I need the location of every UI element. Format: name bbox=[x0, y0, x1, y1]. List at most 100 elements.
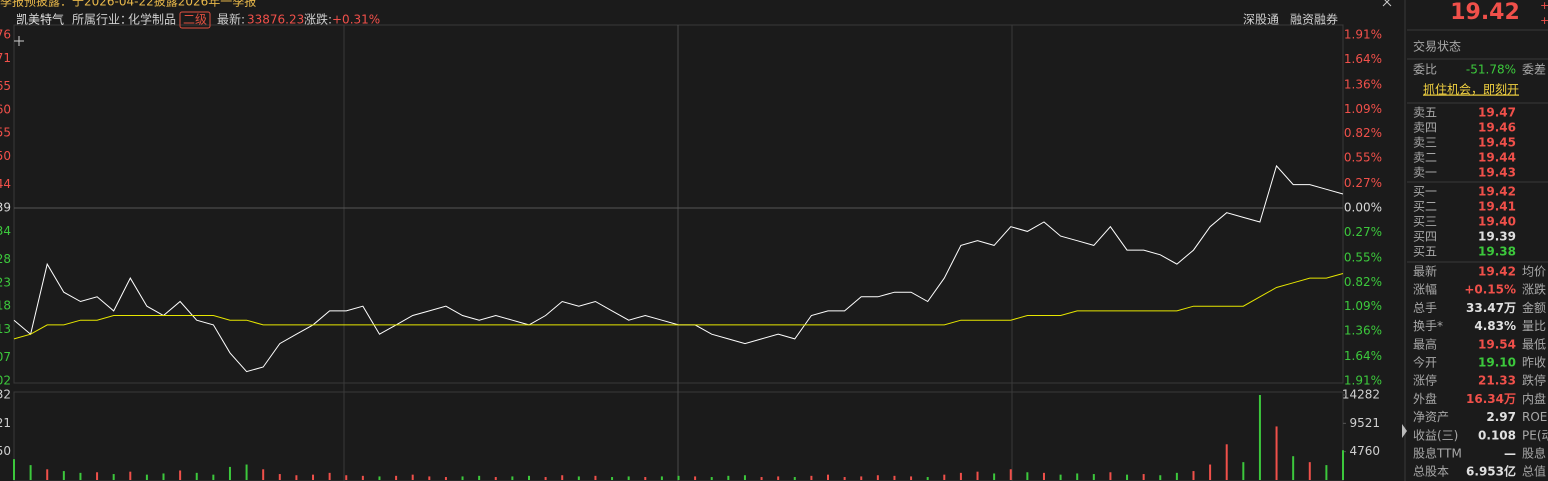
stat-value: — bbox=[1504, 447, 1516, 461]
stat-label2: 涨跌 bbox=[1522, 282, 1546, 297]
collapse-arrow[interactable] bbox=[1402, 424, 1407, 438]
y-tick-label: 55 bbox=[0, 126, 11, 140]
stat-value: 16.34万 bbox=[1466, 392, 1516, 406]
book-price: 19.42 bbox=[1478, 185, 1516, 199]
stat-label: 净资产 bbox=[1413, 410, 1449, 424]
book-label: 卖四 bbox=[1413, 121, 1437, 135]
y-tick-label: 76 bbox=[0, 28, 11, 42]
stat-label2: 均价 bbox=[1522, 265, 1546, 279]
y2-tick-label: 1.91% bbox=[1344, 374, 1382, 388]
y-tick-label: 07 bbox=[0, 350, 11, 364]
weibi: -51.78% bbox=[1466, 63, 1516, 77]
book-price: 19.41 bbox=[1478, 200, 1516, 214]
book-label: 卖五 bbox=[1413, 106, 1437, 120]
status: 交易状态 bbox=[1413, 39, 1461, 54]
book-price: 19.43 bbox=[1478, 166, 1516, 180]
y-tick-label: 18 bbox=[0, 299, 11, 313]
price-side: + bbox=[1540, 14, 1548, 27]
book-price: 19.40 bbox=[1478, 215, 1516, 229]
link[interactable]: 深股通 bbox=[1243, 13, 1279, 27]
stat-label2: 量比 bbox=[1522, 319, 1546, 333]
book-label: 买五 bbox=[1413, 245, 1437, 259]
volume-left-label: 21 bbox=[0, 416, 11, 430]
weicha-label: 委差 bbox=[1522, 63, 1546, 77]
stat-label2: 昨收 bbox=[1522, 356, 1546, 370]
link[interactable]: 融资融券 bbox=[1290, 12, 1338, 27]
stock-name: 凯美特气 bbox=[16, 12, 64, 27]
book-label: 买三 bbox=[1413, 215, 1437, 229]
book-label: 买二 bbox=[1413, 200, 1437, 214]
change-value: +0.31% bbox=[332, 13, 380, 27]
level: 二级 bbox=[183, 13, 207, 27]
y-tick-label: 44 bbox=[0, 177, 11, 191]
book-price: 19.44 bbox=[1478, 151, 1516, 165]
stat-label: 涨幅 bbox=[1413, 282, 1437, 297]
y-tick-label: 60 bbox=[0, 102, 11, 116]
y2-tick-label: 1.36% bbox=[1344, 77, 1382, 91]
book-price: 19.47 bbox=[1478, 106, 1516, 120]
book-price: 19.45 bbox=[1478, 136, 1516, 150]
volume-tick-label: 14282 bbox=[1342, 388, 1380, 402]
price-side: + bbox=[1540, 0, 1548, 12]
y-tick-label: 65 bbox=[0, 79, 11, 93]
y-tick-label: 28 bbox=[0, 252, 11, 266]
y-tick-label: 50 bbox=[0, 149, 11, 163]
y-tick-label: 02 bbox=[0, 374, 11, 388]
index-value: 33876.23 bbox=[247, 13, 304, 27]
y-tick-label: 39 bbox=[0, 201, 11, 215]
last-price: 19.42 bbox=[1450, 0, 1520, 25]
stat-label: 换手* bbox=[1413, 319, 1443, 333]
stat-value: 19.54 bbox=[1478, 337, 1516, 351]
y-tick-label: 23 bbox=[0, 275, 11, 289]
average-line bbox=[13, 273, 1344, 340]
stat-label: 股息TTM bbox=[1413, 446, 1462, 461]
stat-label: 外盘 bbox=[1413, 391, 1437, 406]
y2-tick-label: 1.64% bbox=[1344, 349, 1382, 363]
book-price: 19.38 bbox=[1478, 245, 1516, 259]
volume-tick-label: 4760 bbox=[1349, 444, 1380, 458]
add-icon[interactable] bbox=[14, 36, 24, 46]
book-label: 卖二 bbox=[1413, 151, 1437, 165]
industry-label: 所属行业： bbox=[72, 13, 132, 27]
stat-value: 19.10 bbox=[1478, 356, 1516, 370]
volume-left-label: 50 bbox=[0, 444, 11, 458]
weibi-label: 委比 bbox=[1413, 63, 1437, 77]
stat-label: 最新 bbox=[1413, 264, 1437, 279]
stat-value: +0.15% bbox=[1464, 283, 1516, 297]
stat-label2: PE(动 bbox=[1522, 428, 1548, 442]
y2-tick-label: 0.27% bbox=[1344, 225, 1382, 239]
y2-tick-label: 0.82% bbox=[1344, 126, 1382, 140]
stat-value: 19.42 bbox=[1478, 265, 1516, 279]
stat-label2: 跌停 bbox=[1522, 373, 1546, 388]
y2-tick-label: 1.09% bbox=[1344, 299, 1382, 313]
y-tick-label: 71 bbox=[0, 51, 11, 65]
y2-tick-label: 1.09% bbox=[1344, 102, 1382, 116]
stat-label2: 金额 bbox=[1522, 300, 1546, 315]
stat-value: 0.108 bbox=[1478, 428, 1516, 442]
y2-tick-label: 0.82% bbox=[1344, 275, 1382, 289]
stat-label: 今开 bbox=[1413, 355, 1437, 370]
y2-tick-label: 1.91% bbox=[1344, 28, 1382, 42]
y2-tick-label: 0.27% bbox=[1344, 176, 1382, 190]
book-price: 19.39 bbox=[1478, 230, 1516, 244]
level-box bbox=[179, 11, 211, 29]
change-label: 涨跌: bbox=[304, 12, 332, 27]
y2-tick-label: 1.64% bbox=[1344, 52, 1382, 66]
stat-label: 总手 bbox=[1413, 301, 1437, 315]
book-label: 买一 bbox=[1413, 185, 1437, 199]
close-icon[interactable] bbox=[1382, 0, 1392, 7]
price-box bbox=[1407, 0, 1548, 28]
y-tick-label: 13 bbox=[0, 322, 11, 336]
book-label: 卖三 bbox=[1413, 136, 1437, 150]
book-price: 19.46 bbox=[1478, 121, 1516, 135]
stat-label: 总股本 bbox=[1413, 465, 1449, 479]
industry: 化学制品 bbox=[128, 12, 176, 27]
y2-tick-label: 0.55% bbox=[1344, 151, 1382, 165]
volume-left-label: 32 bbox=[0, 388, 11, 402]
book-label: 买四 bbox=[1413, 230, 1437, 244]
y2-tick-label: 1.36% bbox=[1344, 324, 1382, 338]
promo[interactable]: 抓住机会，即刻开 bbox=[1423, 83, 1519, 97]
book-label: 卖一 bbox=[1413, 166, 1437, 180]
stat-label2: 最低 bbox=[1522, 337, 1546, 351]
